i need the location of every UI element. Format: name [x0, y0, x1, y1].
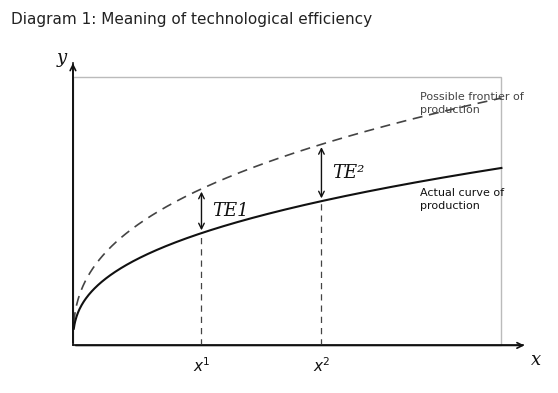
Text: Possible frontier of
production: Possible frontier of production: [420, 92, 524, 116]
Text: Actual curve of
production: Actual curve of production: [420, 188, 504, 211]
Text: y: y: [57, 49, 68, 67]
Text: TE²: TE²: [332, 164, 364, 182]
Text: Diagram 1: Meaning of technological efficiency: Diagram 1: Meaning of technological effi…: [11, 12, 372, 27]
Bar: [73, 77, 502, 345]
Text: TE1: TE1: [212, 202, 249, 220]
Text: $x$$^1$: $x$$^1$: [193, 356, 210, 375]
Text: x: x: [531, 351, 541, 369]
Text: $x$$^2$: $x$$^2$: [313, 356, 330, 375]
